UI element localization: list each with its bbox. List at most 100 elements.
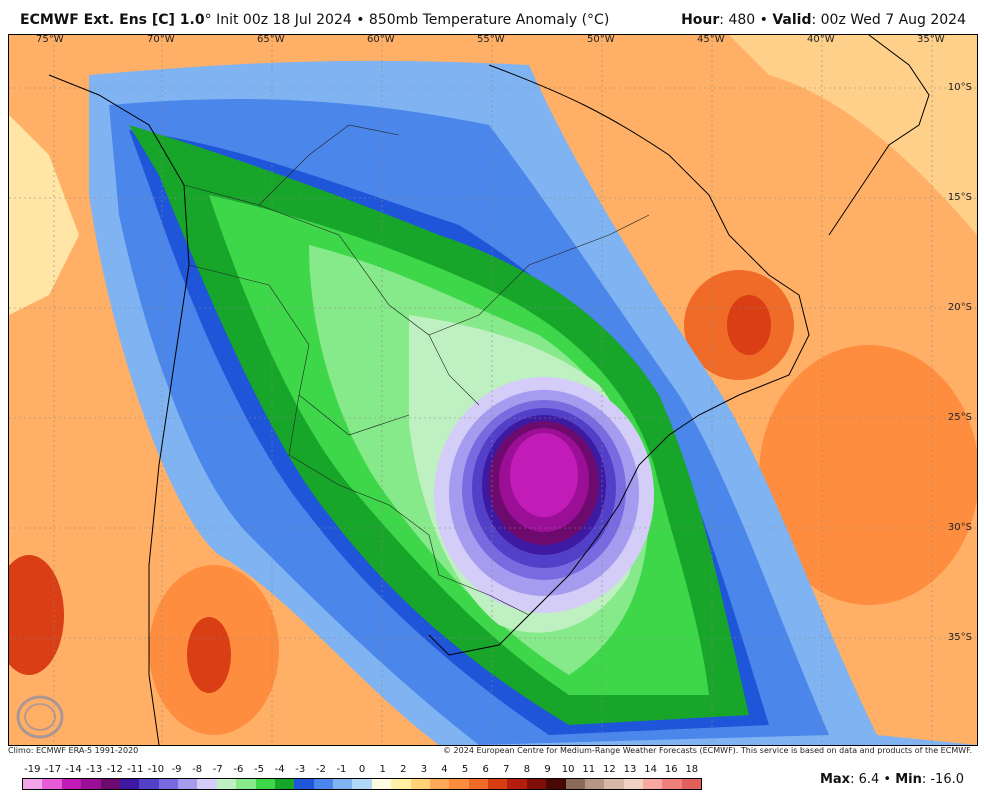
lat-label-35s: 35°S — [947, 632, 972, 643]
country-borders — [183, 124, 650, 616]
hour-value: : 480 • — [719, 12, 773, 28]
lon-label-60w: 60°W — [367, 34, 395, 45]
lon-label-50w: 50°W — [587, 34, 615, 45]
anomaly-map[interactable] — [8, 34, 978, 746]
colorbar-label: -19 — [24, 764, 41, 775]
colorbar-label: 8 — [523, 764, 531, 775]
colorbar-label: 7 — [503, 764, 510, 775]
colorbar-swatch — [352, 779, 372, 789]
warm-core-east-inner — [727, 295, 771, 355]
colorbar-label: -9 — [171, 764, 182, 775]
colorbar-label: 1 — [379, 764, 386, 775]
colorbar-swatch — [565, 779, 585, 789]
colorbar-label: 13 — [623, 764, 637, 775]
colorbar-swatch — [662, 779, 682, 789]
hour-label: Hour — [681, 12, 720, 28]
valid-value: : 00z Wed 7 Aug 2024 — [811, 12, 966, 28]
coastlines — [48, 35, 930, 745]
min-value: : -16.0 — [921, 772, 964, 787]
colorbar-swatch — [623, 779, 643, 789]
lat-label-25s: 25°S — [947, 412, 972, 423]
ecmwf-credit: © 2024 European Centre for Medium-Range … — [443, 746, 972, 755]
valid-label: Valid — [772, 12, 812, 28]
lon-label-45w: 45°W — [697, 34, 725, 45]
degree-sign: ° — [204, 12, 212, 28]
colorbar-swatch — [391, 779, 411, 789]
lon-label-70w: 70°W — [147, 34, 175, 45]
colorbar-label: -4 — [274, 764, 285, 775]
warm-region-atlantic — [759, 345, 977, 605]
colorbar-swatch — [604, 779, 624, 789]
warm-core-andes — [187, 617, 231, 693]
colorbar-swatch — [255, 779, 275, 789]
warm-core-pacific — [9, 555, 64, 675]
colorbar-swatch — [584, 779, 605, 789]
header-bar: ECMWF Ext. Ens [C] 1.0° Init 00z 18 Jul … — [0, 0, 984, 34]
lon-label-65w: 65°W — [257, 34, 285, 45]
colorbar-label: -12 — [106, 764, 123, 775]
colorbar-legend: -19 -17 -14 -13 -12 -11 -10 -9 -8 -7 -6 -5 -4 -3 -2 -1 0… — [22, 764, 702, 794]
colorbar-swatch — [429, 779, 450, 789]
weak-warm-area — [729, 35, 977, 235]
colorbar-swatch — [468, 779, 488, 789]
colorbar-swatches — [22, 778, 702, 790]
map-canvas — [9, 35, 977, 745]
colorbar-swatch — [158, 779, 178, 789]
colorbar-label: -17 — [44, 764, 62, 775]
colorbar-label: 10 — [561, 764, 575, 775]
cold-core — [510, 433, 578, 517]
colorbar-label: 12 — [603, 764, 616, 775]
graticule — [9, 35, 977, 745]
model-name: ECMWF Ext. Ens [C] 1.0 — [20, 12, 205, 28]
colorbar-label: 11 — [582, 764, 596, 775]
colorbar-swatch — [488, 779, 508, 789]
colorbar-label: -10 — [147, 764, 165, 775]
colorbar-label: 0 — [358, 764, 366, 775]
colorbar-swatch — [274, 779, 295, 789]
colorbar-swatch — [197, 779, 217, 789]
colorbar-label: -11 — [127, 764, 144, 775]
colorbar-label: -2 — [315, 764, 326, 775]
colorbar-label: 5 — [461, 764, 469, 775]
colorbar-swatch — [507, 779, 527, 789]
lon-label-40w: 40°W — [807, 34, 835, 45]
colorbar-swatch — [42, 779, 62, 789]
max-min-stats: Max: 6.4 • Min: -16.0 — [820, 772, 964, 787]
colorbar-swatch — [643, 779, 663, 789]
colorbar-label: 18 — [685, 764, 699, 775]
climo-credit: Climo: ECMWF ERA-5 1991-2020 — [8, 746, 139, 755]
colorbar-swatch — [61, 779, 82, 789]
colorbar-label: -7 — [212, 764, 223, 775]
lon-label-35w: 35°W — [917, 34, 945, 45]
weak-warm-west — [9, 115, 79, 315]
colorbar-swatch — [449, 779, 469, 789]
max-label: Max — [819, 772, 851, 787]
colorbar-label: 16 — [664, 764, 678, 775]
lat-label-10s: 10°S — [947, 82, 972, 93]
colorbar-swatch — [236, 779, 256, 789]
colorbar-swatch — [294, 779, 314, 789]
colorbar-swatch — [139, 779, 159, 789]
colorbar-label: -14 — [65, 764, 82, 775]
lon-label-55w: 55°W — [477, 34, 505, 45]
colorbar-labels: -19 -17 -14 -13 -12 -11 -10 -9 -8 -7 -6 -5 -4 -3 -2 -1 0… — [22, 764, 702, 778]
max-value: : 6.4 • — [850, 772, 896, 787]
colorbar-swatch — [371, 779, 392, 789]
lat-label-30s: 30°S — [947, 522, 972, 533]
colorbar-label: -1 — [336, 764, 347, 775]
colorbar-swatch — [23, 779, 43, 789]
colorbar-label: -3 — [295, 764, 306, 775]
colorbar-swatch — [119, 779, 140, 789]
colorbar-label: 3 — [420, 764, 428, 775]
min-label: Min — [895, 772, 922, 787]
colorbar-label: -6 — [233, 764, 244, 775]
valid-time: Hour: 480 • Valid: 00z Wed 7 Aug 2024 — [681, 12, 966, 28]
colorbar-swatch — [178, 779, 198, 789]
lat-label-20s: 20°S — [947, 302, 972, 313]
lat-label-15s: 15°S — [947, 192, 972, 203]
colorbar-label: 14 — [644, 764, 657, 775]
colorbar-label: 4 — [441, 764, 448, 775]
colorbar-label: -8 — [192, 764, 203, 775]
colorbar-swatch — [681, 779, 702, 789]
colorbar-swatch — [81, 779, 101, 789]
